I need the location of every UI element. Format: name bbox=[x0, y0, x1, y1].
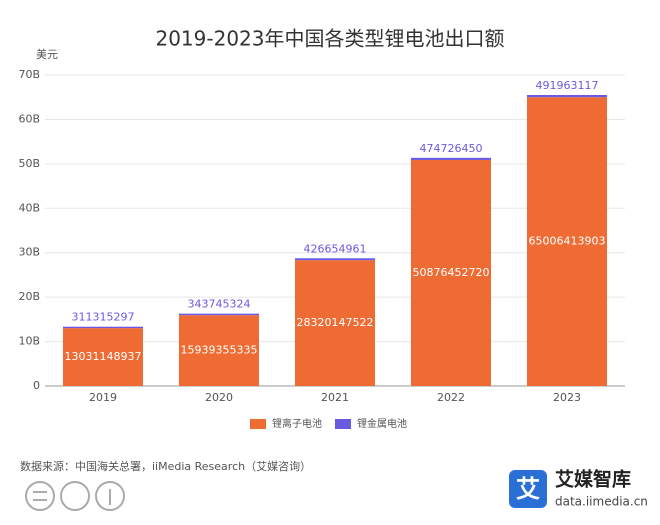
chart-title: 2019-2023年中国各类型锂电池出口额 bbox=[155, 27, 504, 51]
bar-segment bbox=[410, 157, 492, 160]
value-label: 311315297 bbox=[72, 311, 135, 324]
bar-segment bbox=[294, 258, 376, 261]
value-label: 426654961 bbox=[304, 242, 367, 255]
value-label: 50876452720 bbox=[413, 266, 490, 279]
legend-swatch bbox=[335, 419, 351, 429]
source: 数据来源：中国海关总署，iiMedia Research（艾媒咨询） bbox=[20, 459, 311, 473]
brand-logo bbox=[509, 470, 547, 508]
y-tick-label: 20B bbox=[18, 290, 40, 303]
x-tick-label: 2020 bbox=[205, 391, 233, 404]
bar-segment bbox=[62, 328, 144, 386]
bar-segment bbox=[178, 313, 260, 316]
y-tick-label: 50B bbox=[18, 157, 40, 170]
value-label: 474726450 bbox=[420, 142, 483, 155]
bar-segment bbox=[178, 315, 260, 386]
brand-icon: 艾 bbox=[516, 475, 540, 503]
y-tick-label: 60B bbox=[18, 112, 40, 125]
y-tick-label: 0 bbox=[33, 379, 40, 392]
brand-url: data.iimedia.cn bbox=[555, 495, 648, 509]
x-tick-label: 2021 bbox=[321, 391, 349, 404]
x-tick-label: 2019 bbox=[89, 391, 117, 404]
value-label: 491963117 bbox=[536, 79, 599, 92]
legend-swatch bbox=[250, 419, 266, 429]
y-tick-label: 70B bbox=[18, 68, 40, 81]
y-tick-label: 40B bbox=[18, 201, 40, 214]
legend-label: 锂离子电池 bbox=[272, 417, 322, 430]
bar-segment bbox=[410, 159, 492, 386]
value-label: 15939355335 bbox=[181, 344, 258, 357]
y-unit: 美元 bbox=[36, 48, 58, 61]
bar-segment bbox=[526, 95, 608, 98]
value-label: 65006413903 bbox=[529, 235, 606, 248]
bar-segment bbox=[526, 97, 608, 386]
value-label: 343745324 bbox=[188, 298, 251, 311]
x-tick-label: 2022 bbox=[437, 391, 465, 404]
legend-label: 锂金属电池 bbox=[357, 417, 407, 430]
cc-icons bbox=[25, 481, 125, 511]
y-tick-label: 10B bbox=[18, 335, 40, 348]
bar-segment bbox=[294, 260, 376, 386]
value-label: 13031148937 bbox=[65, 350, 142, 363]
bar-segment bbox=[62, 326, 144, 329]
brand-name: 艾媒智库 bbox=[555, 468, 631, 491]
value-label: 28320147522 bbox=[297, 316, 374, 329]
x-tick-label: 2023 bbox=[553, 391, 581, 404]
y-tick-label: 30B bbox=[18, 246, 40, 259]
